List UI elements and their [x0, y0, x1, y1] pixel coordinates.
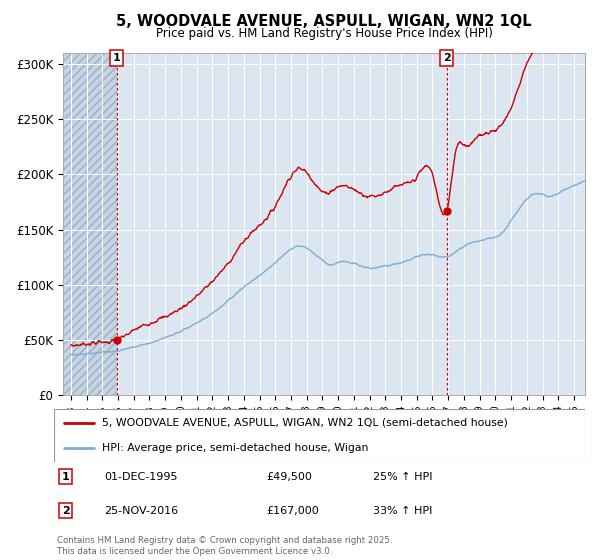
Text: 5, WOODVALE AVENUE, ASPULL, WIGAN, WN2 1QL: 5, WOODVALE AVENUE, ASPULL, WIGAN, WN2 1… [116, 14, 532, 29]
Text: £167,000: £167,000 [266, 506, 319, 516]
Text: £49,500: £49,500 [266, 472, 312, 482]
Text: Contains HM Land Registry data © Crown copyright and database right 2025.
This d: Contains HM Land Registry data © Crown c… [57, 536, 392, 556]
Text: Price paid vs. HM Land Registry's House Price Index (HPI): Price paid vs. HM Land Registry's House … [155, 27, 493, 40]
Text: HPI: Average price, semi-detached house, Wigan: HPI: Average price, semi-detached house,… [102, 443, 368, 453]
Text: 25-NOV-2016: 25-NOV-2016 [104, 506, 179, 516]
Text: 2: 2 [62, 506, 70, 516]
FancyBboxPatch shape [54, 409, 585, 462]
Text: 5, WOODVALE AVENUE, ASPULL, WIGAN, WN2 1QL (semi-detached house): 5, WOODVALE AVENUE, ASPULL, WIGAN, WN2 1… [102, 418, 508, 428]
Bar [63, 53, 117, 395]
Text: 01-DEC-1995: 01-DEC-1995 [104, 472, 178, 482]
Text: 33% ↑ HPI: 33% ↑ HPI [373, 506, 432, 516]
Text: 1: 1 [62, 472, 70, 482]
Text: 2: 2 [443, 53, 451, 63]
Text: 1: 1 [113, 53, 121, 63]
Text: 25% ↑ HPI: 25% ↑ HPI [373, 472, 432, 482]
